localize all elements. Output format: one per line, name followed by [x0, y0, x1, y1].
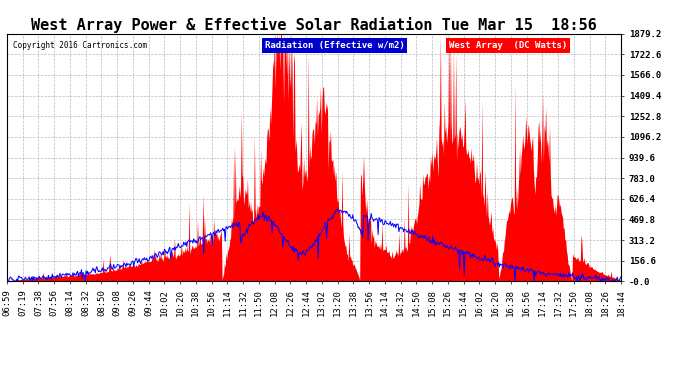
Text: Copyright 2016 Cartronics.com: Copyright 2016 Cartronics.com [13, 41, 147, 50]
Text: West Array  (DC Watts): West Array (DC Watts) [449, 41, 567, 50]
Text: Radiation (Effective w/m2): Radiation (Effective w/m2) [265, 41, 404, 50]
Title: West Array Power & Effective Solar Radiation Tue Mar 15  18:56: West Array Power & Effective Solar Radia… [31, 16, 597, 33]
